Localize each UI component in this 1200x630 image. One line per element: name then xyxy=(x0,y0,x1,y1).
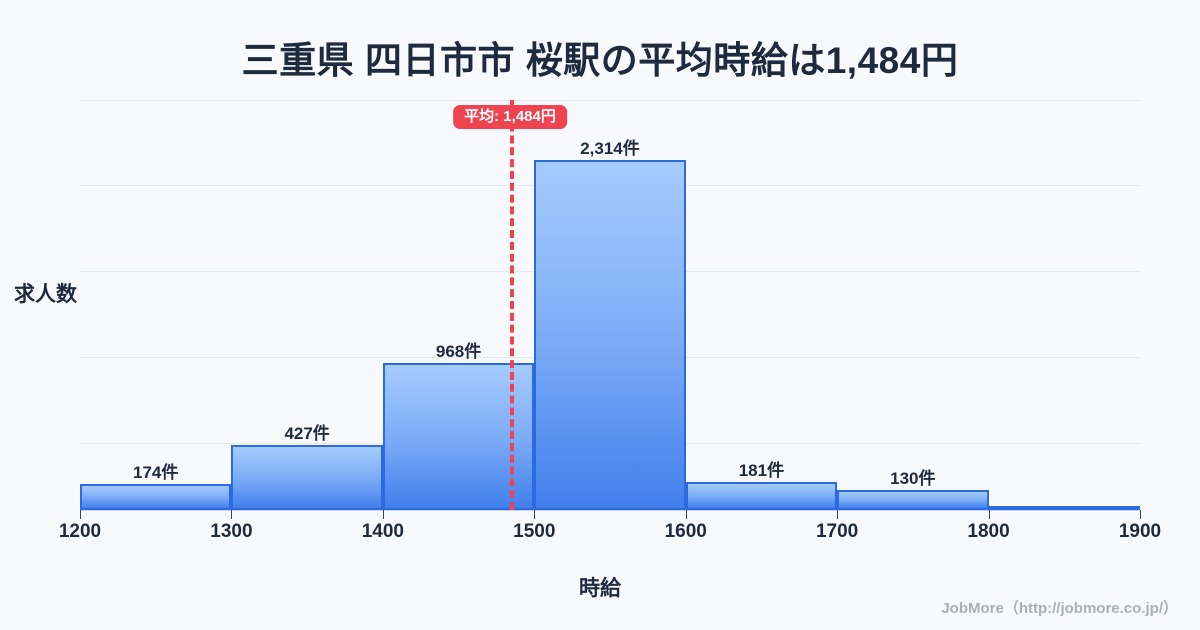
x-tick-label: 1200 xyxy=(58,521,102,542)
histogram-bar[interactable] xyxy=(837,490,989,510)
x-tick xyxy=(80,510,81,519)
x-tick-label: 1800 xyxy=(967,521,1010,542)
x-axis-line xyxy=(80,510,1140,511)
plot-area: 174件 427件 968件 2,314件 181件 130件 1200 130… xyxy=(59,100,1161,542)
x-tick xyxy=(685,510,687,519)
bar-value-label: 174件 xyxy=(133,463,179,482)
x-tick-label: 1900 xyxy=(1118,521,1162,542)
x-tick-label: 1700 xyxy=(815,521,859,542)
x-tick xyxy=(988,510,990,519)
bar-value-label: 968件 xyxy=(435,342,482,361)
histogram-bar[interactable] xyxy=(988,506,1140,510)
x-tick-label: 1300 xyxy=(210,521,253,542)
x-tick xyxy=(382,510,384,519)
x-tick-label: 1600 xyxy=(664,521,707,542)
footer-credit: JobMore（http://jobmore.co.jp/） xyxy=(941,600,1178,617)
bar-value-label: 130件 xyxy=(890,469,936,488)
page-title: 三重県 四日市市 桜駅の平均時給は1,484円 xyxy=(241,40,959,81)
histogram-bar[interactable] xyxy=(534,160,686,510)
histogram-bar[interactable] xyxy=(80,484,232,510)
histogram-bar[interactable] xyxy=(231,445,383,510)
average-line xyxy=(510,100,514,510)
y-axis-title: 求人数 xyxy=(14,283,77,306)
x-tick xyxy=(534,510,536,519)
x-tick xyxy=(231,510,233,519)
x-tick xyxy=(837,510,839,519)
average-badge: 平均: 1,484円 xyxy=(453,105,567,129)
histogram-bar[interactable] xyxy=(382,363,535,510)
x-tick-label: 1500 xyxy=(513,521,556,542)
bar-value-label: 2,314件 xyxy=(580,139,640,158)
bar-value-label: 427件 xyxy=(284,424,330,443)
x-axis-title: 時給 xyxy=(579,577,621,600)
histogram-bar[interactable] xyxy=(685,482,838,510)
bar-value-label: 181件 xyxy=(738,461,785,480)
x-tick xyxy=(1140,510,1141,519)
gridline xyxy=(80,100,1140,101)
x-tick-label: 1400 xyxy=(361,521,404,542)
